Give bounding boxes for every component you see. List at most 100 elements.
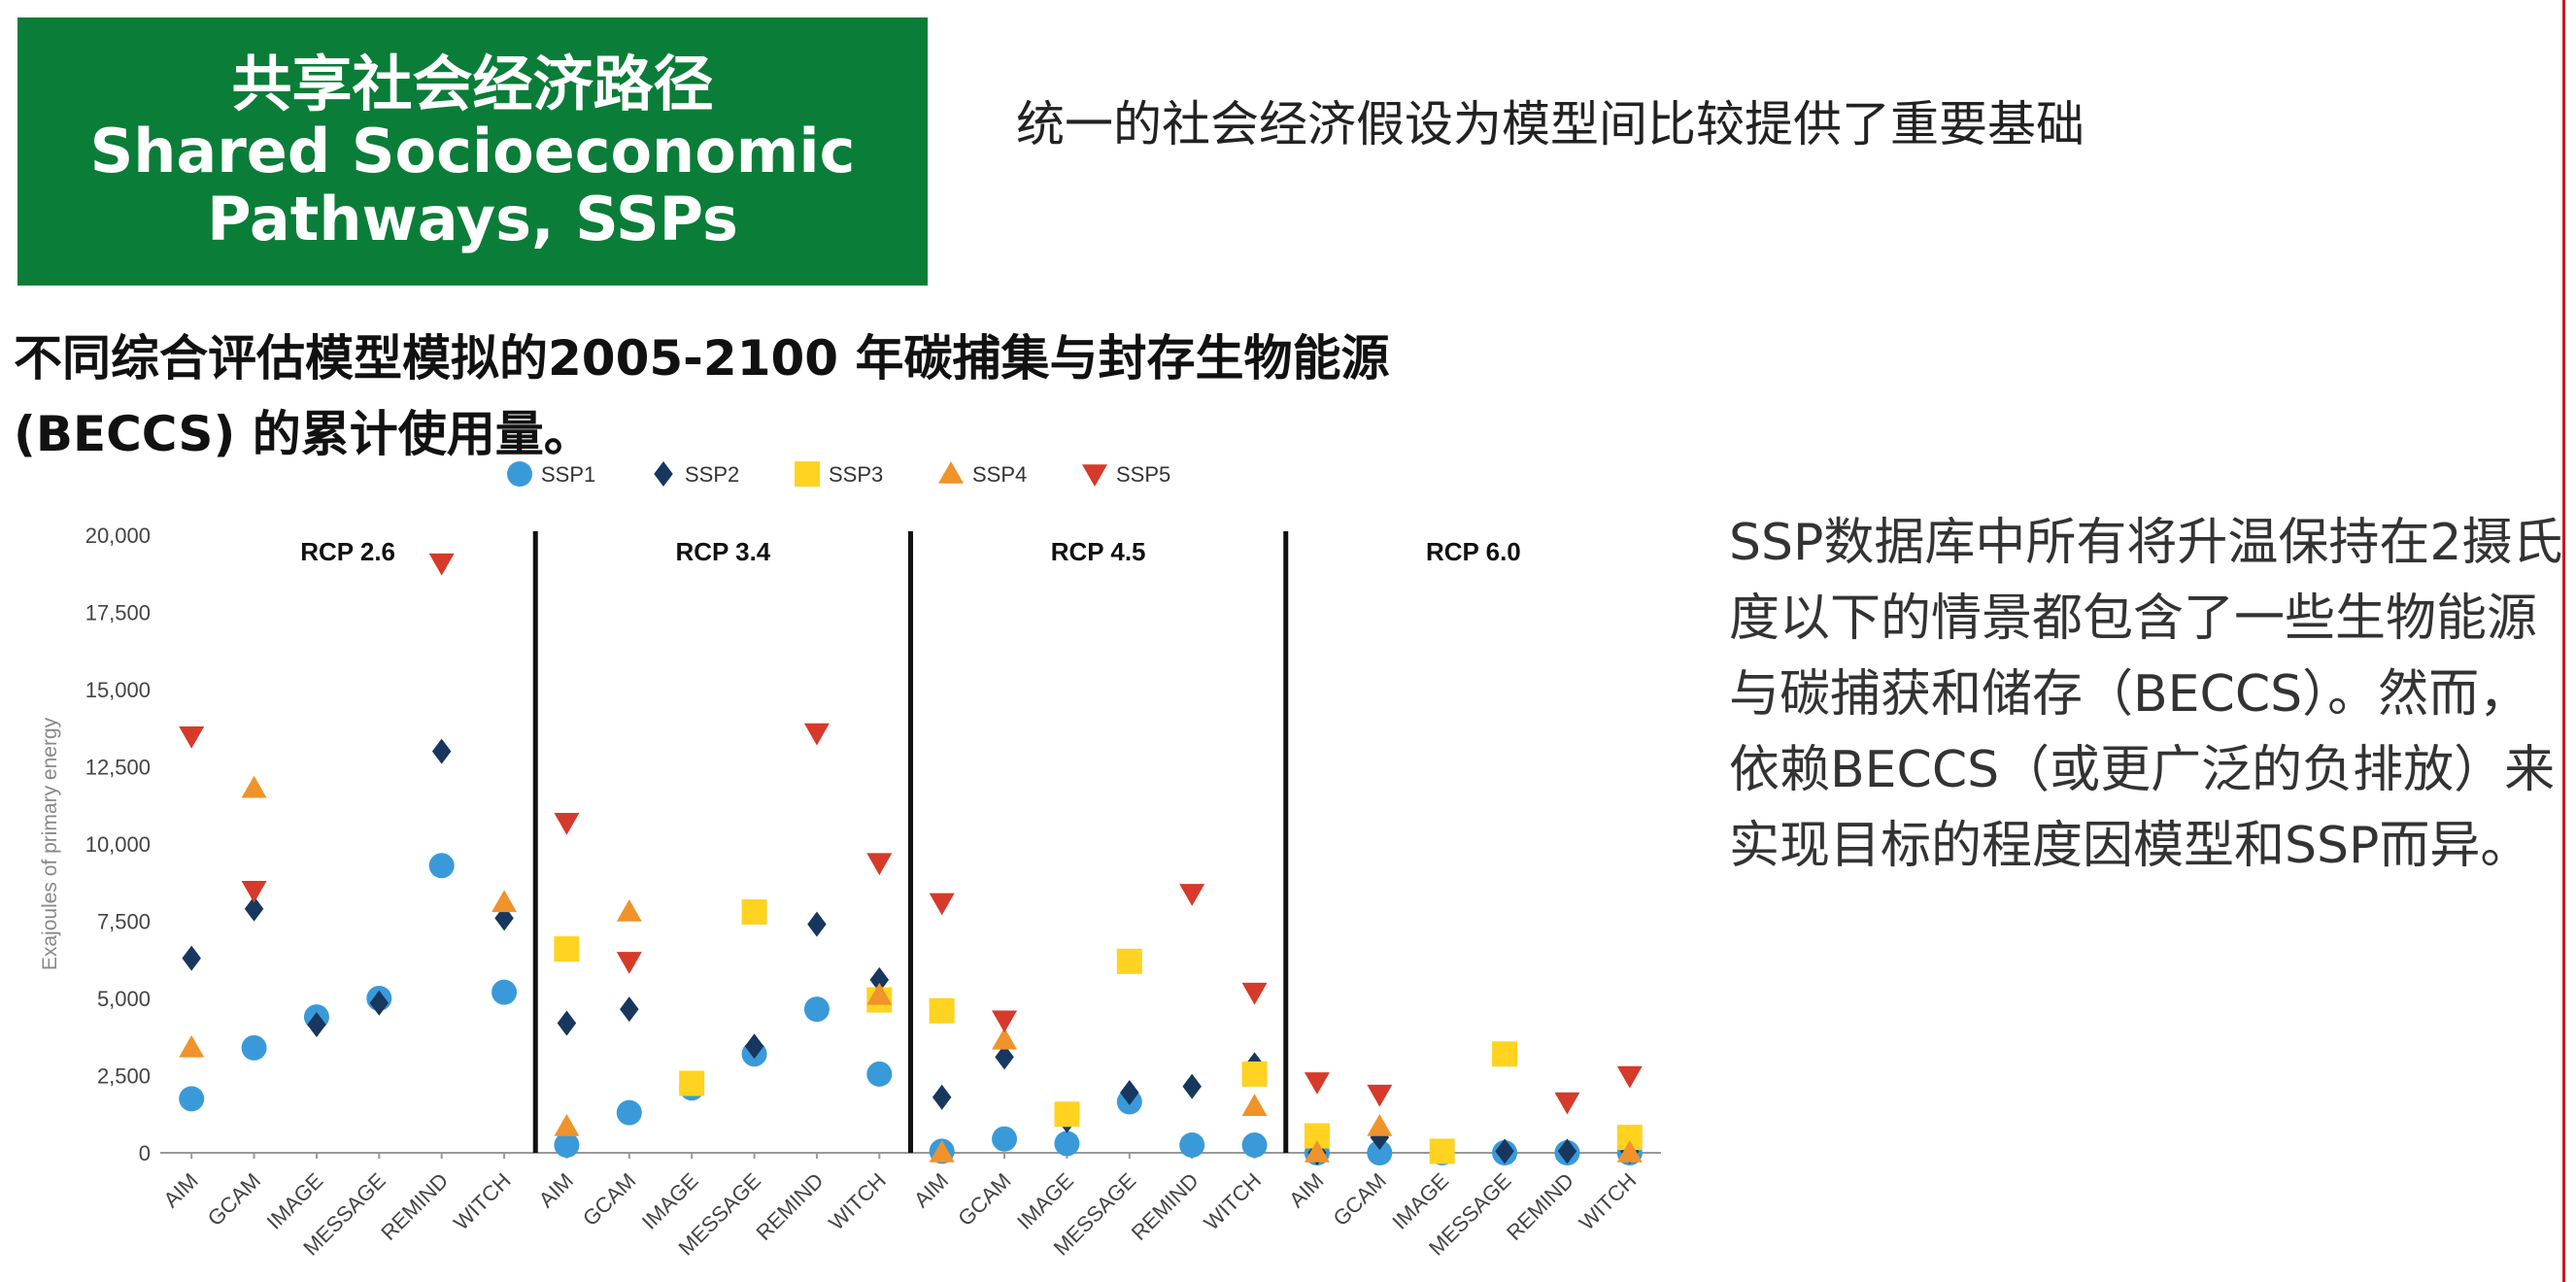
data-point-ssp1 xyxy=(491,979,518,1005)
data-point-ssp1 xyxy=(1179,1132,1205,1159)
side-description: SSP数据库中所有将升温保持在2摄氏度以下的情景都包含了一些生物能源与碳捕获和储… xyxy=(1729,514,2563,875)
data-point-ssp4 xyxy=(241,775,267,798)
data-point-ssp5 xyxy=(616,952,642,974)
legend-marker-ssp1 xyxy=(507,461,532,487)
data-point-ssp4 xyxy=(616,898,642,922)
x-tick-label: GCAM xyxy=(578,1168,640,1231)
data-point-ssp1 xyxy=(1241,1132,1268,1159)
data-point-ssp1 xyxy=(1054,1130,1080,1157)
panel-title-3: RCP 4.5 xyxy=(1051,537,1146,566)
y-axis-label: Exajoules of primary energy xyxy=(39,717,61,970)
x-tick-label: AIM xyxy=(909,1168,953,1212)
data-point-ssp2 xyxy=(307,1012,326,1038)
data-point-ssp5 xyxy=(241,880,267,903)
data-point-ssp3 xyxy=(1241,1061,1268,1087)
y-tick-label: 2,500 xyxy=(97,1064,151,1089)
panel-title-1: RCP 2.6 xyxy=(300,537,395,566)
data-point-ssp2 xyxy=(807,911,827,937)
header-title-en-line1: Shared Socioeconomic xyxy=(89,116,856,187)
data-point-ssp2 xyxy=(932,1084,952,1110)
panel-title-4: RCP 6.0 xyxy=(1426,537,1521,566)
data-point-ssp4 xyxy=(1241,1094,1268,1117)
data-point-ssp5 xyxy=(554,812,580,835)
legend-marker-ssp2 xyxy=(654,461,673,487)
data-point-ssp5 xyxy=(179,725,205,749)
x-tick-label: REMIND xyxy=(1127,1168,1203,1245)
data-point-ssp1 xyxy=(179,1086,205,1112)
data-point-ssp5 xyxy=(1616,1065,1643,1089)
x-tick-label: AIM xyxy=(534,1168,578,1212)
data-point-ssp2 xyxy=(620,996,639,1023)
x-tick-label: WITCH xyxy=(449,1168,516,1235)
legend-label-ssp5: SSP5 xyxy=(1116,462,1170,487)
subtitle: 统一的社会经济假设为模型间比较提供了重要基础 xyxy=(1016,96,2085,152)
data-point-ssp3 xyxy=(1054,1101,1080,1128)
data-point-ssp2 xyxy=(1182,1073,1202,1099)
legend-marker-ssp3 xyxy=(795,461,820,487)
y-tick-label: 15,000 xyxy=(85,678,151,702)
beccs-scatter-chart: SSP1 SSP2 SSP3 SSP4 SSP5 Exajoules of primary… xyxy=(39,461,1661,1260)
data-point-ssp2 xyxy=(1557,1138,1577,1164)
data-point-ssp5 xyxy=(428,553,455,576)
x-tick-label: GCAM xyxy=(1329,1168,1391,1231)
data-point-ssp2 xyxy=(1495,1138,1514,1164)
data-point-ssp2 xyxy=(1120,1079,1139,1105)
x-tick-label: WITCH xyxy=(1575,1168,1642,1235)
data-point-ssp3 xyxy=(929,997,955,1024)
data-point-ssp4 xyxy=(1304,1140,1330,1163)
data-point-ssp4 xyxy=(491,890,518,913)
y-tick-label: 12,500 xyxy=(85,756,151,780)
legend-label-ssp4: SSP4 xyxy=(972,462,1027,487)
data-point-ssp4 xyxy=(992,1027,1018,1050)
header-title-box: 共享社会经济路径 Shared Socioeconomic Pathways, … xyxy=(17,17,928,286)
data-point-ssp4 xyxy=(554,1113,580,1136)
y-tick-label: 17,500 xyxy=(85,601,151,625)
legend-label-ssp3: SSP3 xyxy=(829,462,883,487)
y-tick-label: 0 xyxy=(139,1141,151,1165)
y-tick-label: 7,500 xyxy=(97,910,151,934)
data-point-ssp1 xyxy=(241,1034,267,1061)
data-point-ssp1 xyxy=(803,996,830,1023)
data-point-ssp2 xyxy=(431,738,452,764)
data-point-ssp4 xyxy=(1616,1140,1643,1163)
data-point-ssp5 xyxy=(929,893,955,916)
data-point-ssp5 xyxy=(1241,982,1268,1005)
data-point-ssp5 xyxy=(803,723,830,746)
legend-marker-ssp4 xyxy=(938,461,964,484)
data-point-ssp5 xyxy=(992,1010,1018,1033)
data-point-ssp3 xyxy=(1429,1138,1455,1164)
header-title-cn: 共享社会经济路径 xyxy=(231,48,714,119)
data-point-ssp5 xyxy=(1179,884,1205,906)
x-tick-label: GCAM xyxy=(203,1168,265,1231)
panel-title-2: RCP 3.4 xyxy=(675,537,770,566)
y-tick-label: 10,000 xyxy=(85,832,151,857)
x-tick-label: REMIND xyxy=(1502,1168,1578,1245)
x-tick-label: REMIND xyxy=(751,1168,828,1245)
header-title-en-line2: Pathways, SSPs xyxy=(207,183,738,254)
data-point-ssp4 xyxy=(179,1034,205,1058)
x-tick-label: AIM xyxy=(1284,1168,1328,1212)
data-point-ssp5 xyxy=(1304,1072,1330,1095)
data-point-ssp4 xyxy=(866,982,893,1005)
data-point-ssp2 xyxy=(557,1010,577,1036)
data-point-ssp1 xyxy=(616,1099,642,1126)
x-tick-label: WITCH xyxy=(1199,1168,1266,1235)
data-point-ssp2 xyxy=(995,1044,1014,1070)
y-tick-label: 5,000 xyxy=(97,987,151,1011)
data-point-ssp3 xyxy=(679,1070,705,1096)
data-point-ssp1 xyxy=(1367,1140,1393,1165)
data-point-ssp4 xyxy=(929,1140,955,1163)
data-point-ssp4 xyxy=(1367,1113,1393,1136)
data-point-ssp1 xyxy=(428,853,455,879)
data-point-ssp2 xyxy=(244,895,264,922)
data-point-ssp2 xyxy=(369,990,390,1016)
data-point-ssp5 xyxy=(1554,1092,1580,1115)
data-point-ssp3 xyxy=(741,898,767,925)
data-point-ssp2 xyxy=(744,1033,764,1060)
chart-title: 不同综合评估模型模拟的2005-2100 年碳捕集与封存生物能源 (BECCS)… xyxy=(14,330,1390,462)
legend-marker-ssp5 xyxy=(1082,464,1107,487)
y-tick-label: 20,000 xyxy=(85,523,151,548)
edge-line xyxy=(2562,0,2565,1282)
data-point-ssp3 xyxy=(1116,948,1142,974)
data-point-ssp3 xyxy=(554,936,580,962)
